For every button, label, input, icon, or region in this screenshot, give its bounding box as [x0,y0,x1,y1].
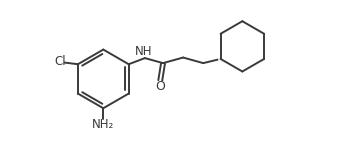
Text: NH₂: NH₂ [92,118,114,131]
Text: Cl: Cl [54,55,66,69]
Text: NH: NH [135,45,152,58]
Text: O: O [155,80,165,93]
